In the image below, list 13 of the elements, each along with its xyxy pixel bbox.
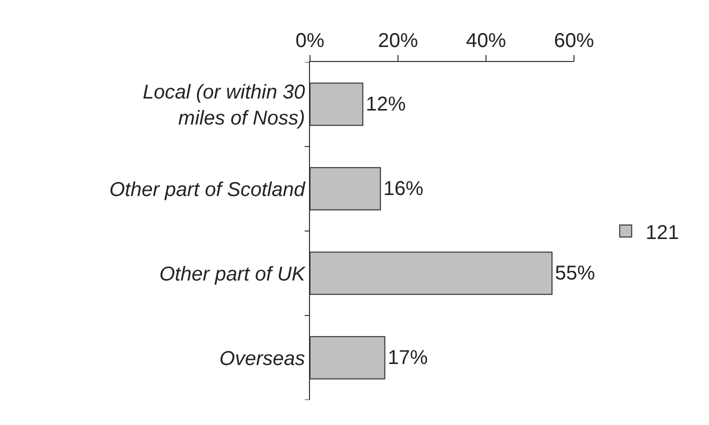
y-tick-label: Overseas [219,348,305,370]
data-label: 12% [366,93,406,116]
x-tick-label: 40% [466,30,506,52]
y-tick-label: Local (or within 30 miles of Noss) [142,81,305,130]
legend-label: 121 [646,222,680,244]
y-tick-label: Other part of UK [159,263,307,286]
y-tick-label: Other part of Scotland [109,178,306,201]
x-tick-label: 20% [378,30,418,52]
x-tick-label: 60% [554,30,594,52]
data-label: 16% [383,178,424,200]
x-tick-label: 0% [296,30,325,52]
data-label: 55% [555,262,596,284]
data-label: 17% [388,346,428,369]
